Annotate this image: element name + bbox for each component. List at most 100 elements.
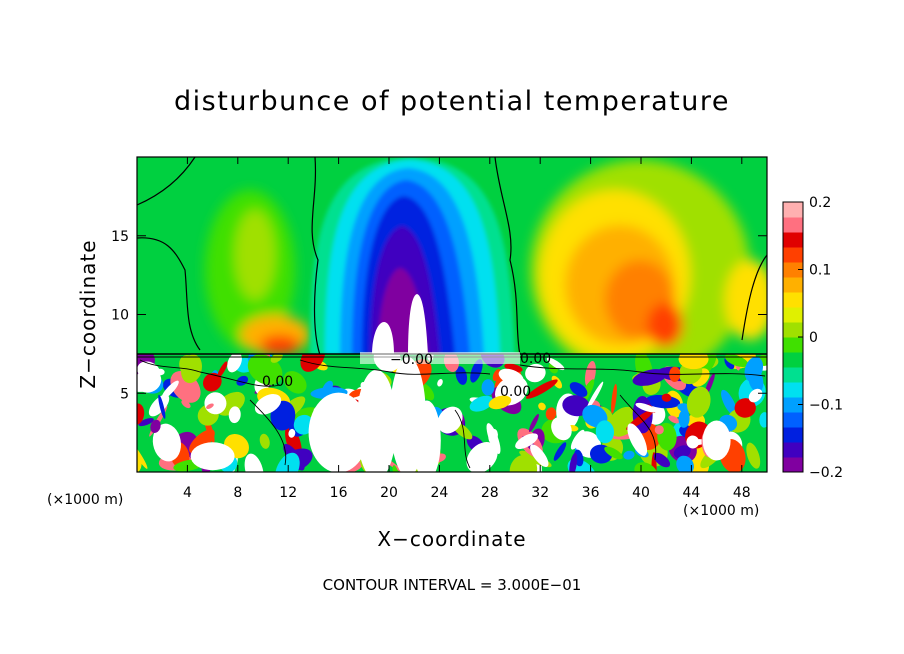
x-tick-label: 20 (380, 485, 398, 501)
turbulence-blob (635, 443, 643, 451)
turbulence-blob (469, 395, 494, 412)
turbulence-blob (203, 372, 222, 392)
colorbar-segment (783, 382, 803, 398)
contour-interval-note: CONTOUR INTERVAL = 3.000E−01 (322, 576, 582, 594)
turbulence-blob (158, 394, 166, 419)
turbulence-blob (270, 354, 283, 363)
colorbar-segment (783, 292, 803, 308)
contour-label: −0.00 (390, 352, 433, 368)
plume (190, 442, 235, 471)
turbulence-blob (486, 423, 501, 454)
plume (412, 400, 441, 472)
turbulence-blob (204, 392, 227, 415)
turbulence-blob (538, 402, 546, 411)
turbulence-blob (635, 402, 657, 413)
turbulence-blob (515, 433, 538, 449)
turbulence-blob (138, 417, 154, 427)
turbulence-blob (137, 368, 162, 393)
turbulence-blob (586, 381, 604, 411)
turbulence-blob (179, 355, 202, 380)
turbulence-blob (150, 419, 161, 433)
turbulence-blob (612, 406, 636, 427)
colorbar-segment (783, 232, 803, 248)
turbulence-blob (668, 415, 680, 424)
turbulence-blob (570, 429, 585, 450)
turbulence-blob (526, 379, 558, 399)
turbulence-blob (244, 453, 264, 472)
lower-field (137, 354, 767, 472)
plume (356, 369, 397, 472)
colorbar-segment (783, 262, 803, 278)
turbulence-blob (217, 361, 228, 379)
colorbar-segment (783, 322, 803, 338)
colorbar-tick-label: 0.2 (809, 195, 831, 211)
x-tick-label: 32 (531, 485, 549, 501)
contour-label: 0.00 (520, 351, 551, 367)
turbulence-blob (498, 368, 524, 385)
colorbar-segment (783, 427, 803, 443)
turbulence-blob (595, 420, 615, 444)
colorbar-segment (783, 457, 803, 473)
turbulence-blobs (137, 354, 767, 472)
turbulence-blob (676, 455, 694, 472)
turbulence-blob (686, 386, 711, 418)
turbulence-blob (509, 454, 538, 472)
turbulence-blob (623, 450, 635, 460)
contour-label: 0.00 (262, 374, 293, 390)
turbulence-blob (152, 423, 182, 462)
turbulence-blob (734, 398, 756, 418)
turbulence-blob (481, 379, 495, 396)
turbulence-blob (611, 383, 617, 414)
colorbar-segment (783, 412, 803, 428)
colorbar-segment (783, 217, 803, 233)
x-tick-label: 4 (183, 485, 192, 501)
y-axis: 5 10 15 (111, 229, 767, 402)
colorbar-segment (783, 397, 803, 413)
turbulence-blob (181, 399, 191, 409)
turbulence-blob (236, 375, 249, 386)
turbulence-blob (746, 442, 761, 469)
turbulence-blob (721, 389, 737, 416)
colorbar-tick-label: −0.1 (809, 398, 843, 414)
y-tick-label: 10 (111, 308, 129, 324)
turbulence-blob (254, 394, 282, 415)
turbulence-blob (673, 445, 691, 459)
colorbar-tick-label: −0.2 (809, 465, 843, 481)
turbulence-blob (654, 425, 664, 435)
x-axis-label: X−coordinate (377, 527, 527, 551)
colorbar-segment (783, 442, 803, 458)
turbulence-blob (437, 379, 443, 387)
x-tick-label: 48 (733, 485, 751, 501)
x-tick-label: 24 (430, 485, 448, 501)
upper-field (137, 157, 767, 354)
plume (308, 392, 369, 472)
x-unit-label-left: (×1000 m) (47, 492, 124, 508)
colorbar-tick-label: 0 (809, 330, 818, 346)
turbulence-blob (455, 366, 468, 385)
contour-labels: 0.00 0.00 0.00 −0.00 (262, 351, 551, 400)
y-tick-label: 15 (111, 229, 129, 245)
turbulence-blob (206, 403, 214, 409)
turbulence-blob (488, 395, 512, 410)
turbulence-blob (275, 452, 300, 472)
colorbar: 0.2 0.1 0 −0.1 −0.2 (782, 195, 843, 481)
turbulence-blob (545, 407, 557, 421)
turbulence-blob (569, 452, 578, 472)
turbulence-blob (553, 442, 567, 461)
x-tick-label: 28 (481, 485, 499, 501)
colorbar-tick-label: 0.1 (809, 263, 831, 279)
x-tick-label: 40 (632, 485, 650, 501)
plume (702, 420, 731, 461)
turbulence-blob (137, 440, 148, 469)
x-axis: 4 8 12 16 20 24 28 32 36 40 44 48 (183, 157, 751, 501)
turbulence-blob (189, 429, 215, 454)
turbulence-blob (530, 444, 549, 467)
turbulence-blob (492, 369, 501, 382)
turbulence-blob (604, 446, 623, 460)
turbulence-blob (661, 393, 672, 402)
turbulence-blob (288, 428, 296, 438)
turbulence-blob (528, 413, 539, 432)
colorbar-segment (783, 337, 803, 353)
turbulence-blob (634, 462, 658, 472)
